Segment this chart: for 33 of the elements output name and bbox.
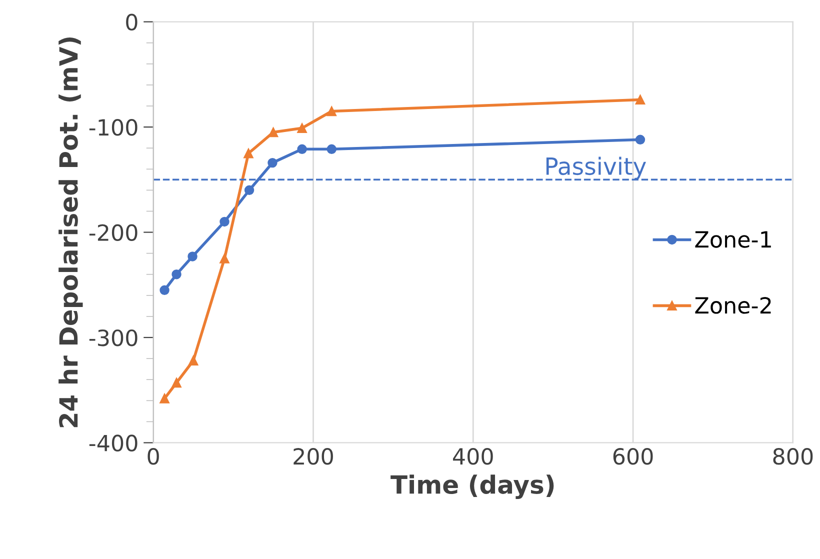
legend-label: Zone-2 (695, 296, 771, 314)
y-tick-label: 0 (126, 14, 138, 31)
point (635, 94, 646, 105)
point (220, 216, 230, 227)
point (244, 148, 254, 158)
point (326, 144, 336, 154)
x-tick-label: 400 (453, 448, 493, 465)
y-axis-title: 24 hr Depolarised Pot. (mV) (58, 38, 83, 428)
point (220, 254, 230, 264)
point (268, 158, 278, 168)
point (635, 134, 646, 145)
point (172, 269, 182, 280)
y-tick-label: -400 (89, 434, 138, 452)
point (160, 285, 170, 296)
point (172, 378, 182, 388)
point (297, 144, 307, 154)
point (268, 127, 278, 138)
x-tick-label: 800 (773, 448, 813, 465)
x-tick-label: 200 (294, 448, 333, 465)
point (188, 356, 198, 366)
y-tick-label: -300 (89, 329, 138, 346)
point (244, 185, 254, 196)
y-tick-label: -200 (89, 224, 138, 242)
legend-label: Zone-1 (695, 231, 771, 248)
x-axis-title: Time (days) (390, 474, 554, 500)
point (326, 106, 336, 116)
x-tick-label: 0 (148, 448, 159, 465)
point (160, 394, 170, 404)
x-tick-label: 600 (613, 448, 653, 465)
y-tick-label: -100 (89, 118, 138, 136)
point (188, 252, 198, 262)
ref-line-label: Passivity (546, 156, 646, 180)
point (297, 123, 307, 133)
